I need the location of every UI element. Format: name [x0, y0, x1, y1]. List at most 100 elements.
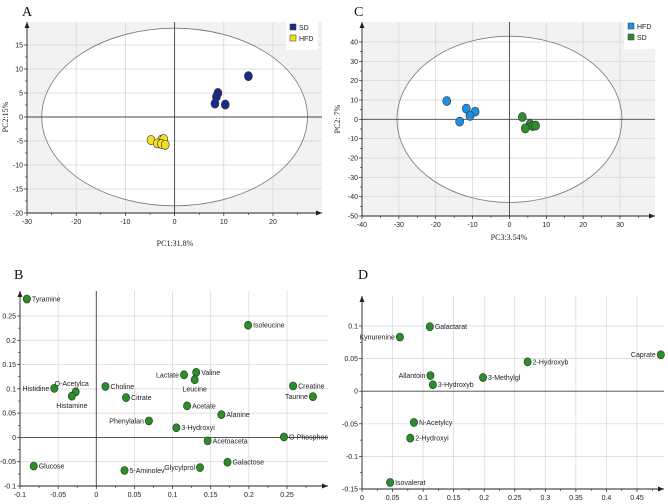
loading-point [144, 416, 153, 426]
loading-label: Taurine [285, 394, 308, 401]
x-axis-arrow [316, 210, 322, 216]
loading-label: Phenylalan [109, 418, 144, 425]
loading-point [203, 436, 212, 446]
x-tick-label: 30 [616, 222, 624, 229]
loading-point [523, 357, 532, 367]
y-tick-label: 30 [350, 59, 358, 66]
y-tick-label: -30 [348, 175, 358, 182]
y-axis-arrow [17, 291, 23, 297]
x-axis-label: PC1:31.8% [157, 239, 194, 248]
panel-letter: D [358, 268, 368, 283]
series-sd [210, 71, 253, 110]
y-axis-arrow [359, 22, 365, 28]
x-tick-label: 0.2 [479, 495, 489, 502]
legend-swatch [627, 33, 635, 41]
y-tick-label: 0.25 [2, 314, 16, 321]
loading-label: O-Phosphoc [289, 434, 328, 441]
x-tick-label: 20 [579, 222, 587, 229]
loading-point [223, 457, 232, 467]
loading-point [656, 350, 665, 360]
y-tick-label: -20 [348, 156, 358, 163]
panel-d: D 0 0.05 0.1 0.15 0.2 0.25 0.3 0.35 0.4 0.45 -0.15 -… [342, 268, 665, 502]
y-tick-label: 0 [354, 389, 358, 396]
loading-label: Isovalerat [395, 480, 425, 487]
loading-point [426, 371, 435, 380]
data-point [442, 96, 452, 106]
loading-point [244, 320, 253, 330]
y-tick-label: -50 [348, 214, 358, 221]
loading-label: Allantoin [399, 373, 426, 380]
loading-point [395, 332, 404, 342]
series-sd [518, 112, 540, 134]
loading-label: 3-Hydroxyb [438, 382, 474, 389]
panel-letter: C [354, 5, 363, 20]
y-tick-label: 0.1 [348, 324, 358, 331]
panel-b: B -0.1 -0.05 0 0.05 0.1 0.15 0.2 0.25 -0.1 -0.05 0 0… [0, 268, 328, 499]
loading-point [386, 478, 395, 487]
loading-label: Histamine [56, 403, 87, 410]
y-axis-label: PC2:15% [1, 101, 10, 132]
data-point [531, 120, 540, 131]
loadings: Galactarat Kynurenine Caprate 2-Hydroxyb All… [359, 322, 665, 487]
x-tick-label: -0.05 [50, 492, 66, 499]
y-tick-label: -10 [13, 163, 23, 170]
data-point [220, 99, 230, 110]
loading-label: 2-Hydroxyi [415, 436, 449, 443]
legend-swatch [627, 22, 635, 30]
loading-point [479, 373, 487, 382]
legend: SD HFD [286, 22, 318, 50]
x-tick-label: 0.4 [602, 495, 612, 502]
loading-point [409, 418, 418, 427]
x-tick-label: 0.05 [386, 495, 400, 502]
x-tick-label: 0 [173, 219, 177, 226]
y-tick-label: -10 [348, 136, 358, 143]
loading-point [29, 461, 38, 471]
loading-point [122, 393, 130, 402]
loading-point [217, 410, 226, 419]
loading-point [425, 322, 434, 332]
x-tick-label: 0.15 [204, 492, 218, 499]
y-tick-label: 0.1 [6, 386, 16, 393]
x-tick-label: 20 [269, 219, 277, 226]
data-point [160, 139, 170, 150]
y-tick-label: -0.15 [342, 487, 358, 494]
x-tick-label: 0 [94, 492, 98, 499]
loading-label: Creatine [298, 383, 325, 390]
data-point [462, 103, 471, 114]
loading-label: Kynurenine [359, 335, 395, 342]
loading-point [172, 423, 181, 433]
legend-label: SD [299, 25, 309, 32]
loading-label: Valine [201, 370, 220, 377]
y-tick-label: -20 [13, 211, 23, 218]
y-tick-label: -0.1 [346, 454, 358, 461]
loading-label: Histidine [22, 386, 49, 393]
x-tick-label: 0.2 [244, 492, 254, 499]
data-point [210, 98, 220, 109]
y-tick-label: 0.2 [6, 338, 16, 345]
y-tick-label: 15 [15, 43, 23, 50]
x-tick-label: -30 [394, 222, 404, 229]
data-point [518, 112, 527, 122]
loading-point [196, 463, 204, 472]
loading-label: Alanine [226, 412, 249, 419]
x-tick-label: 10 [220, 219, 228, 226]
y-axis-arrow [24, 22, 30, 28]
data-point [520, 123, 530, 134]
loading-label: Tyramine [32, 297, 61, 304]
y-axis-arrow [359, 296, 365, 302]
loading-point [406, 433, 415, 443]
data-point [465, 110, 475, 121]
x-axis-arrow [322, 483, 328, 489]
loading-point [101, 382, 110, 391]
y-tick-label: 0.15 [2, 362, 16, 369]
loading-label: 3-Hydroxyi [181, 425, 215, 432]
loading-point [50, 384, 59, 393]
y-tick-label: 10 [350, 98, 358, 105]
x-tick-label: 0.05 [128, 492, 142, 499]
loading-label: 5-Aminolev [130, 468, 166, 475]
legend: HFD SD [624, 21, 656, 49]
x-tick-label: 0.35 [569, 495, 583, 502]
loading-point [22, 294, 31, 304]
x-tick-label: -40 [357, 222, 367, 229]
x-tick-label: 0.15 [447, 495, 461, 502]
